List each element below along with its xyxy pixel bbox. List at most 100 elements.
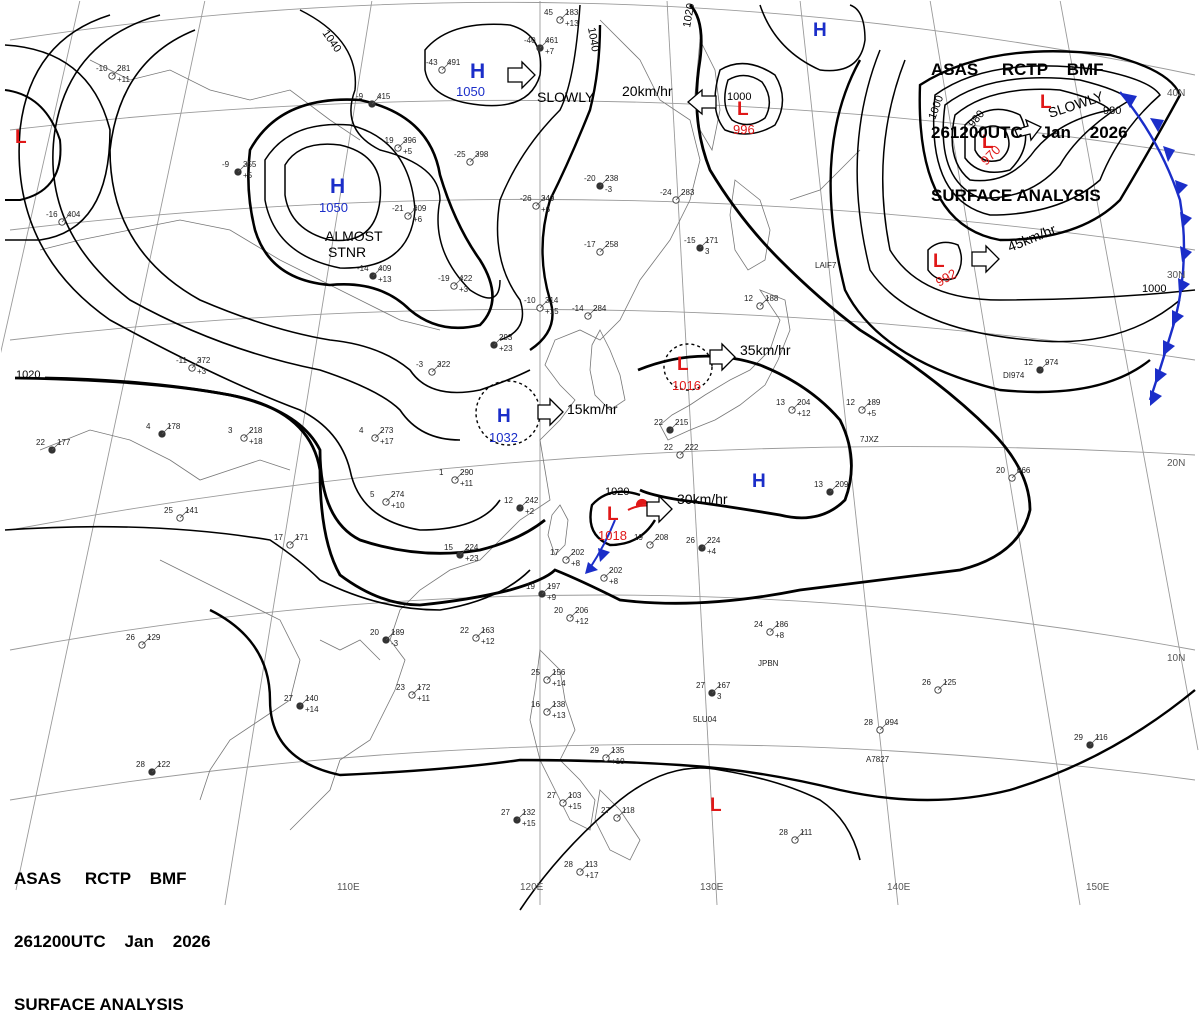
station-tendency: +7 [545,47,555,56]
station-plot: 1 290 +11 [439,468,474,488]
station-pressure: 186 [775,620,789,629]
low-pressure-value: 996 [733,122,755,137]
station-temperature: 25 [531,668,540,677]
station-pressure: 293 [499,333,513,342]
wind-barb [679,445,690,456]
wind-barb [562,793,573,804]
station-temperature: 13 [776,398,785,407]
station-temperature: -25 [454,150,466,159]
station-plot: -24 283 [660,188,695,204]
high-pressure-value: 1050 [319,200,348,215]
station-pressure: 135 [611,746,625,755]
station-temperature: 3 [228,426,233,435]
wind-barb [616,808,627,819]
station-pressure: 141 [185,506,199,515]
station-temperature: 24 [754,620,763,629]
station-pressure: 974 [1045,358,1059,367]
station-plot: 22 163 +12 [460,626,495,646]
station-pressure: 461 [545,36,559,45]
station-tendency: 3 [705,247,710,256]
station-pressure: 209 [835,480,849,489]
lon-label: 110E [337,882,360,893]
wind-barb [1089,735,1100,746]
station-plot: -19 396 +5 [382,136,417,156]
wind-barb [565,550,576,561]
station-pressure: 202 [571,548,585,557]
station-tendency: +14 [305,705,319,714]
low-symbol: L [15,127,27,148]
station-tendency: +8 [609,577,619,586]
lon-label: 150E [1086,882,1110,893]
wind-barb [535,196,546,207]
chart-header-bottom-left: ASAS RCTP BMF 261200UTC Jan 2026 SURFACE… [14,826,211,1036]
station-temperature: 20 [554,606,563,615]
station-tendency: +6 [541,205,551,214]
station-temperature: 28 [864,718,873,727]
station-pressure: 111 [800,828,813,837]
wind-barb [397,138,408,149]
station-plot: 12 188 [744,294,779,310]
station-temperature: -26 [520,194,532,203]
station-plot: 26 125 [922,678,957,694]
wind-barb [546,670,557,681]
station-plot: -10 314 +15 [524,296,559,316]
station-plot: 202+8 [600,566,623,586]
station-id: DI974 [1003,371,1025,380]
lat-label: 40N [1167,88,1185,99]
wind-barb [669,420,680,431]
station-plot: -43 491 [426,58,461,74]
station-pressure: 409 [413,204,427,213]
station-plot: -20 238 -3 [584,174,619,194]
map-background [0,0,1200,919]
station-temperature: 27 [284,694,293,703]
station-tendency: +5 [243,171,253,180]
station-plot: 27 103 +15 [547,791,582,811]
lon-label: 140E [887,882,911,893]
wind-barb [599,242,610,253]
station-pressure: 171 [295,533,309,542]
station-plot: 19 208 [634,533,669,549]
station-temperature: 22 [460,626,469,635]
station-plot: 4 273 +17 [359,426,394,446]
station-temperature: 27 [696,681,705,690]
station-plot: -9 355 +5 [222,160,257,180]
station-temperature: 12 [504,496,513,505]
high-symbol: H [497,406,511,427]
station-plot: 13 209 [814,480,849,496]
low-symbol: L [710,795,722,816]
station-tendency: +13 [552,711,566,720]
station-plot: 28 122 [136,760,171,776]
low-symbol: L [607,504,619,525]
station-temperature: -3 [416,360,424,369]
station-tendency: -3 [391,639,399,648]
wind-barb [191,358,202,369]
wind-barb [385,630,396,641]
wind-barb [493,335,504,346]
station-pressure: 208 [655,533,669,542]
station-ids: LAIF7 7JXZ JPBN 5LU04 A7827 DI974 [693,261,1025,764]
station-temperature: 45 [544,8,553,17]
wind-barb [469,152,480,163]
wind-barb [579,862,590,873]
station-plot: 27 140 +14 [284,694,319,714]
wind-barb [829,482,840,493]
wind-barb [441,60,452,71]
wind-barb [769,622,780,633]
station-tendency: +15 [522,819,536,828]
wind-barb [699,238,710,249]
station-pressure: 322 [437,360,451,369]
station-plot: -11 372 +3 [176,356,211,376]
station-plot: 24 186 +8 [754,620,789,640]
wind-barb [431,362,442,373]
station-pressure: 284 [593,304,607,313]
station-tendency: +23 [465,554,479,563]
station-plot: 293+23 [490,333,513,353]
station-pressure: 178 [167,422,181,431]
header-time-line: 261200UTC Jan 2026 [931,123,1128,142]
station-pressure: 355 [243,160,257,169]
station-plot: -15 171 3 [684,236,719,256]
header-time-line: 261200UTC Jan 2026 [14,932,211,951]
wind-barb [372,266,383,277]
wind-barb [519,498,530,509]
station-tendency: +17 [380,437,394,446]
